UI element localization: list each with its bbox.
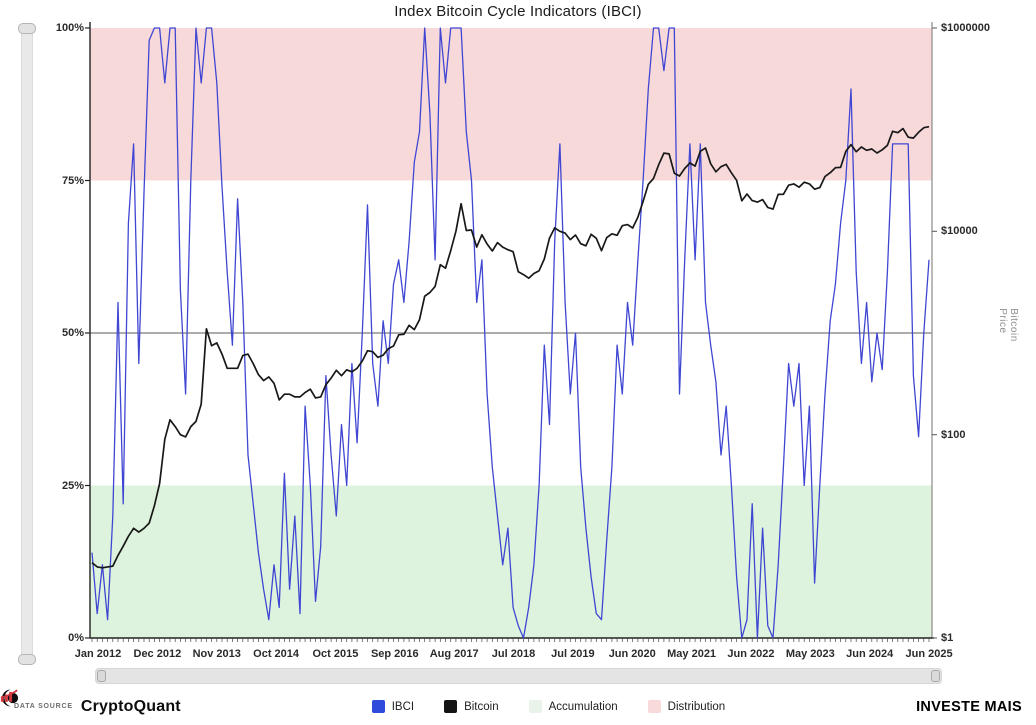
footer-bar: DATA SOURCE CryptoQuant IBCI Bitcoin Acc… [0, 688, 1036, 725]
cryptoquant-logo-text: CryptoQuant [80, 697, 181, 715]
x-tick-label: Jul 2018 [491, 648, 536, 660]
investe-mais-logo-text: INVESTE MAIS [916, 698, 1022, 715]
y-left-tick-label: 100% [55, 22, 84, 34]
legend-item-ibci[interactable]: IBCI [371, 700, 415, 713]
y-right-tick-label: $100 [941, 428, 966, 441]
legend-label-accumulation: Accumulation [548, 700, 618, 713]
x-tick-label: Jun 2025 [905, 648, 953, 660]
y-right-tick-label: $10000 [941, 225, 978, 238]
y-left-tick-label: 75% [61, 174, 84, 187]
cryptoquant-logo: CryptoQuant [2, 689, 181, 716]
x-tick-label: Jun 2020 [608, 648, 656, 660]
horizontal-scrollbar-left-handle[interactable] [97, 670, 106, 682]
x-tick-label: Jan 2012 [74, 648, 122, 660]
x-tick-label: Aug 2017 [429, 648, 479, 660]
x-tick-label: Jul 2019 [551, 648, 595, 660]
legend-item-accumulation[interactable]: Accumulation [528, 700, 618, 713]
x-tick-label: May 2021 [667, 648, 717, 660]
horizontal-scrollbar[interactable] [95, 668, 942, 684]
y-left-tick-label: 0% [68, 632, 84, 644]
legend-item-bitcoin[interactable]: Bitcoin [444, 700, 499, 713]
chart-title: Index Bitcoin Cycle Indicators (IBCI) [394, 3, 642, 20]
x-tick-label: Oct 2015 [312, 648, 359, 660]
horizontal-scrollbar-right-handle[interactable] [931, 670, 940, 682]
legend-label-distribution: Distribution [667, 700, 726, 713]
x-tick-label: Sep 2016 [370, 648, 419, 660]
x-tick-label: Oct 2014 [253, 648, 300, 660]
y-axis-right-title: Bitcoin Price [997, 308, 1019, 342]
investe-mais-logo-icon [0, 689, 18, 702]
y-right-tick-label: $1000000 [941, 22, 990, 34]
x-tick-label: Jun 2022 [727, 648, 775, 660]
y-right-tick-label: $1 [941, 632, 954, 644]
data-source-label: DATA SOURCE [14, 703, 73, 710]
chart-legend: IBCI Bitcoin Accumulation Distribution [371, 700, 726, 713]
x-tick-label: May 2023 [785, 648, 835, 660]
y-left-tick-label: 50% [61, 327, 84, 339]
legend-swatch-bitcoin [444, 700, 458, 713]
legend-item-distribution[interactable]: Distribution [647, 700, 726, 713]
vertical-scrollbar-top-handle[interactable] [18, 23, 36, 34]
investe-mais-logo: INVESTE MAIS [0, 689, 1022, 715]
legend-swatch-accumulation [528, 700, 542, 713]
legend-swatch-distribution [647, 700, 661, 713]
x-tick-label: Dec 2012 [133, 648, 182, 660]
x-tick-label: Jun 2024 [846, 648, 894, 660]
vertical-scrollbar[interactable] [18, 23, 36, 665]
vertical-scrollbar-bottom-handle[interactable] [18, 654, 36, 665]
y-left-tick-label: 25% [61, 479, 84, 492]
legend-label-bitcoin: Bitcoin [464, 700, 499, 713]
chart-plot-area [85, 22, 937, 642]
data-source-block: DATA SOURCE CryptoQuant [2, 689, 181, 716]
x-tick-label: Nov 2013 [192, 648, 241, 660]
legend-swatch-ibci [371, 700, 385, 713]
legend-label-ibci: IBCI [391, 700, 415, 713]
